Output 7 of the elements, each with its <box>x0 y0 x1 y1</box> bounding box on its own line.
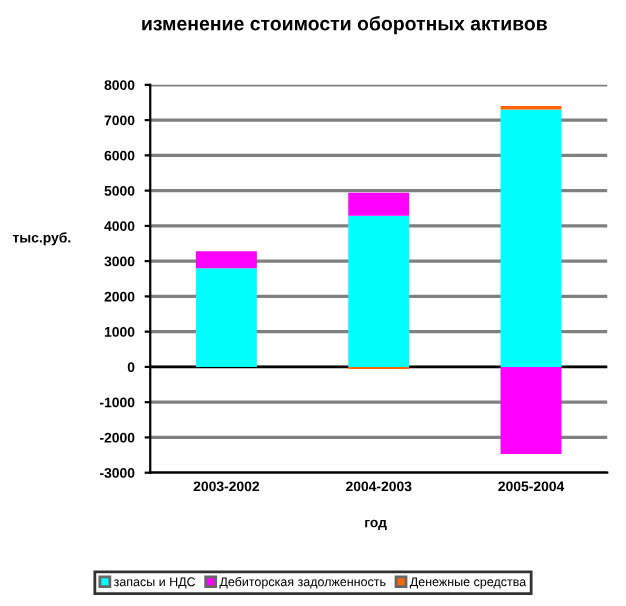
bar <box>500 109 562 367</box>
bar <box>500 366 562 454</box>
chart-title: изменение стоимости оборотных активов <box>142 16 547 35</box>
bar <box>195 268 257 367</box>
bar <box>348 215 410 367</box>
bar <box>195 251 257 269</box>
bar <box>348 192 410 216</box>
